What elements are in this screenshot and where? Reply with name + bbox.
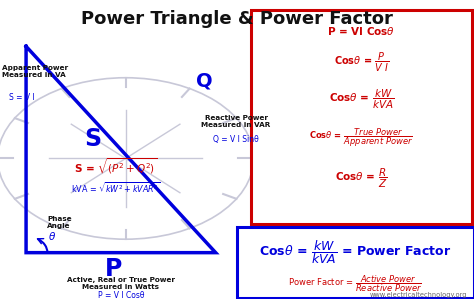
- Text: Apparent Power
Measured in VA: Apparent Power Measured in VA: [2, 65, 69, 78]
- Text: Q: Q: [196, 71, 213, 90]
- Text: $\theta$: $\theta$: [48, 230, 56, 242]
- Text: Power Triangle & Power Factor: Power Triangle & Power Factor: [81, 10, 393, 28]
- Text: Phase
Angle: Phase Angle: [47, 216, 72, 229]
- Text: P: P: [105, 257, 122, 281]
- Text: S = V I: S = V I: [9, 93, 34, 102]
- Text: Q = V I Sinθ: Q = V I Sinθ: [213, 135, 259, 144]
- Text: Active, Real or True Power
Measured in Watts: Active, Real or True Power Measured in W…: [67, 277, 175, 289]
- Text: kVA = $\sqrt{kW^2 + kVAR^2}$: kVA = $\sqrt{kW^2 + kVAR^2}$: [71, 181, 161, 196]
- Text: Reactive Power
Measured in VAR: Reactive Power Measured in VAR: [201, 115, 271, 128]
- Text: S = $\sqrt{(P^2 + Q^2)}$: S = $\sqrt{(P^2 + Q^2)}$: [74, 156, 158, 176]
- Text: Cos$\theta$ = $\dfrac{True\ Power}{Apparent\ Power}$: Cos$\theta$ = $\dfrac{True\ Power}{Appar…: [309, 126, 414, 149]
- Text: Cos$\theta$ = $\dfrac{P}{V\ I}$: Cos$\theta$ = $\dfrac{P}{V\ I}$: [334, 51, 389, 74]
- FancyBboxPatch shape: [237, 227, 474, 298]
- Text: Cos$\theta$ = $\dfrac{kW}{kVA}$ = Power Factor: Cos$\theta$ = $\dfrac{kW}{kVA}$ = Power …: [259, 238, 452, 266]
- Text: www.electricaltechnology.org: www.electricaltechnology.org: [369, 292, 467, 298]
- FancyBboxPatch shape: [251, 10, 472, 224]
- Text: Cos$\theta$ = $\dfrac{kW}{kVA}$: Cos$\theta$ = $\dfrac{kW}{kVA}$: [329, 88, 394, 111]
- Text: S: S: [84, 127, 101, 151]
- Text: P = VI Cos$\theta$: P = VI Cos$\theta$: [328, 25, 395, 37]
- Text: Cos$\theta$ = $\dfrac{R}{Z}$: Cos$\theta$ = $\dfrac{R}{Z}$: [335, 167, 388, 190]
- Text: P = V I Cosθ: P = V I Cosθ: [98, 291, 144, 299]
- Text: Power Factor = $\dfrac{Active\ Power}{Reactive\ Power}$: Power Factor = $\dfrac{Active\ Power}{Re…: [288, 274, 423, 294]
